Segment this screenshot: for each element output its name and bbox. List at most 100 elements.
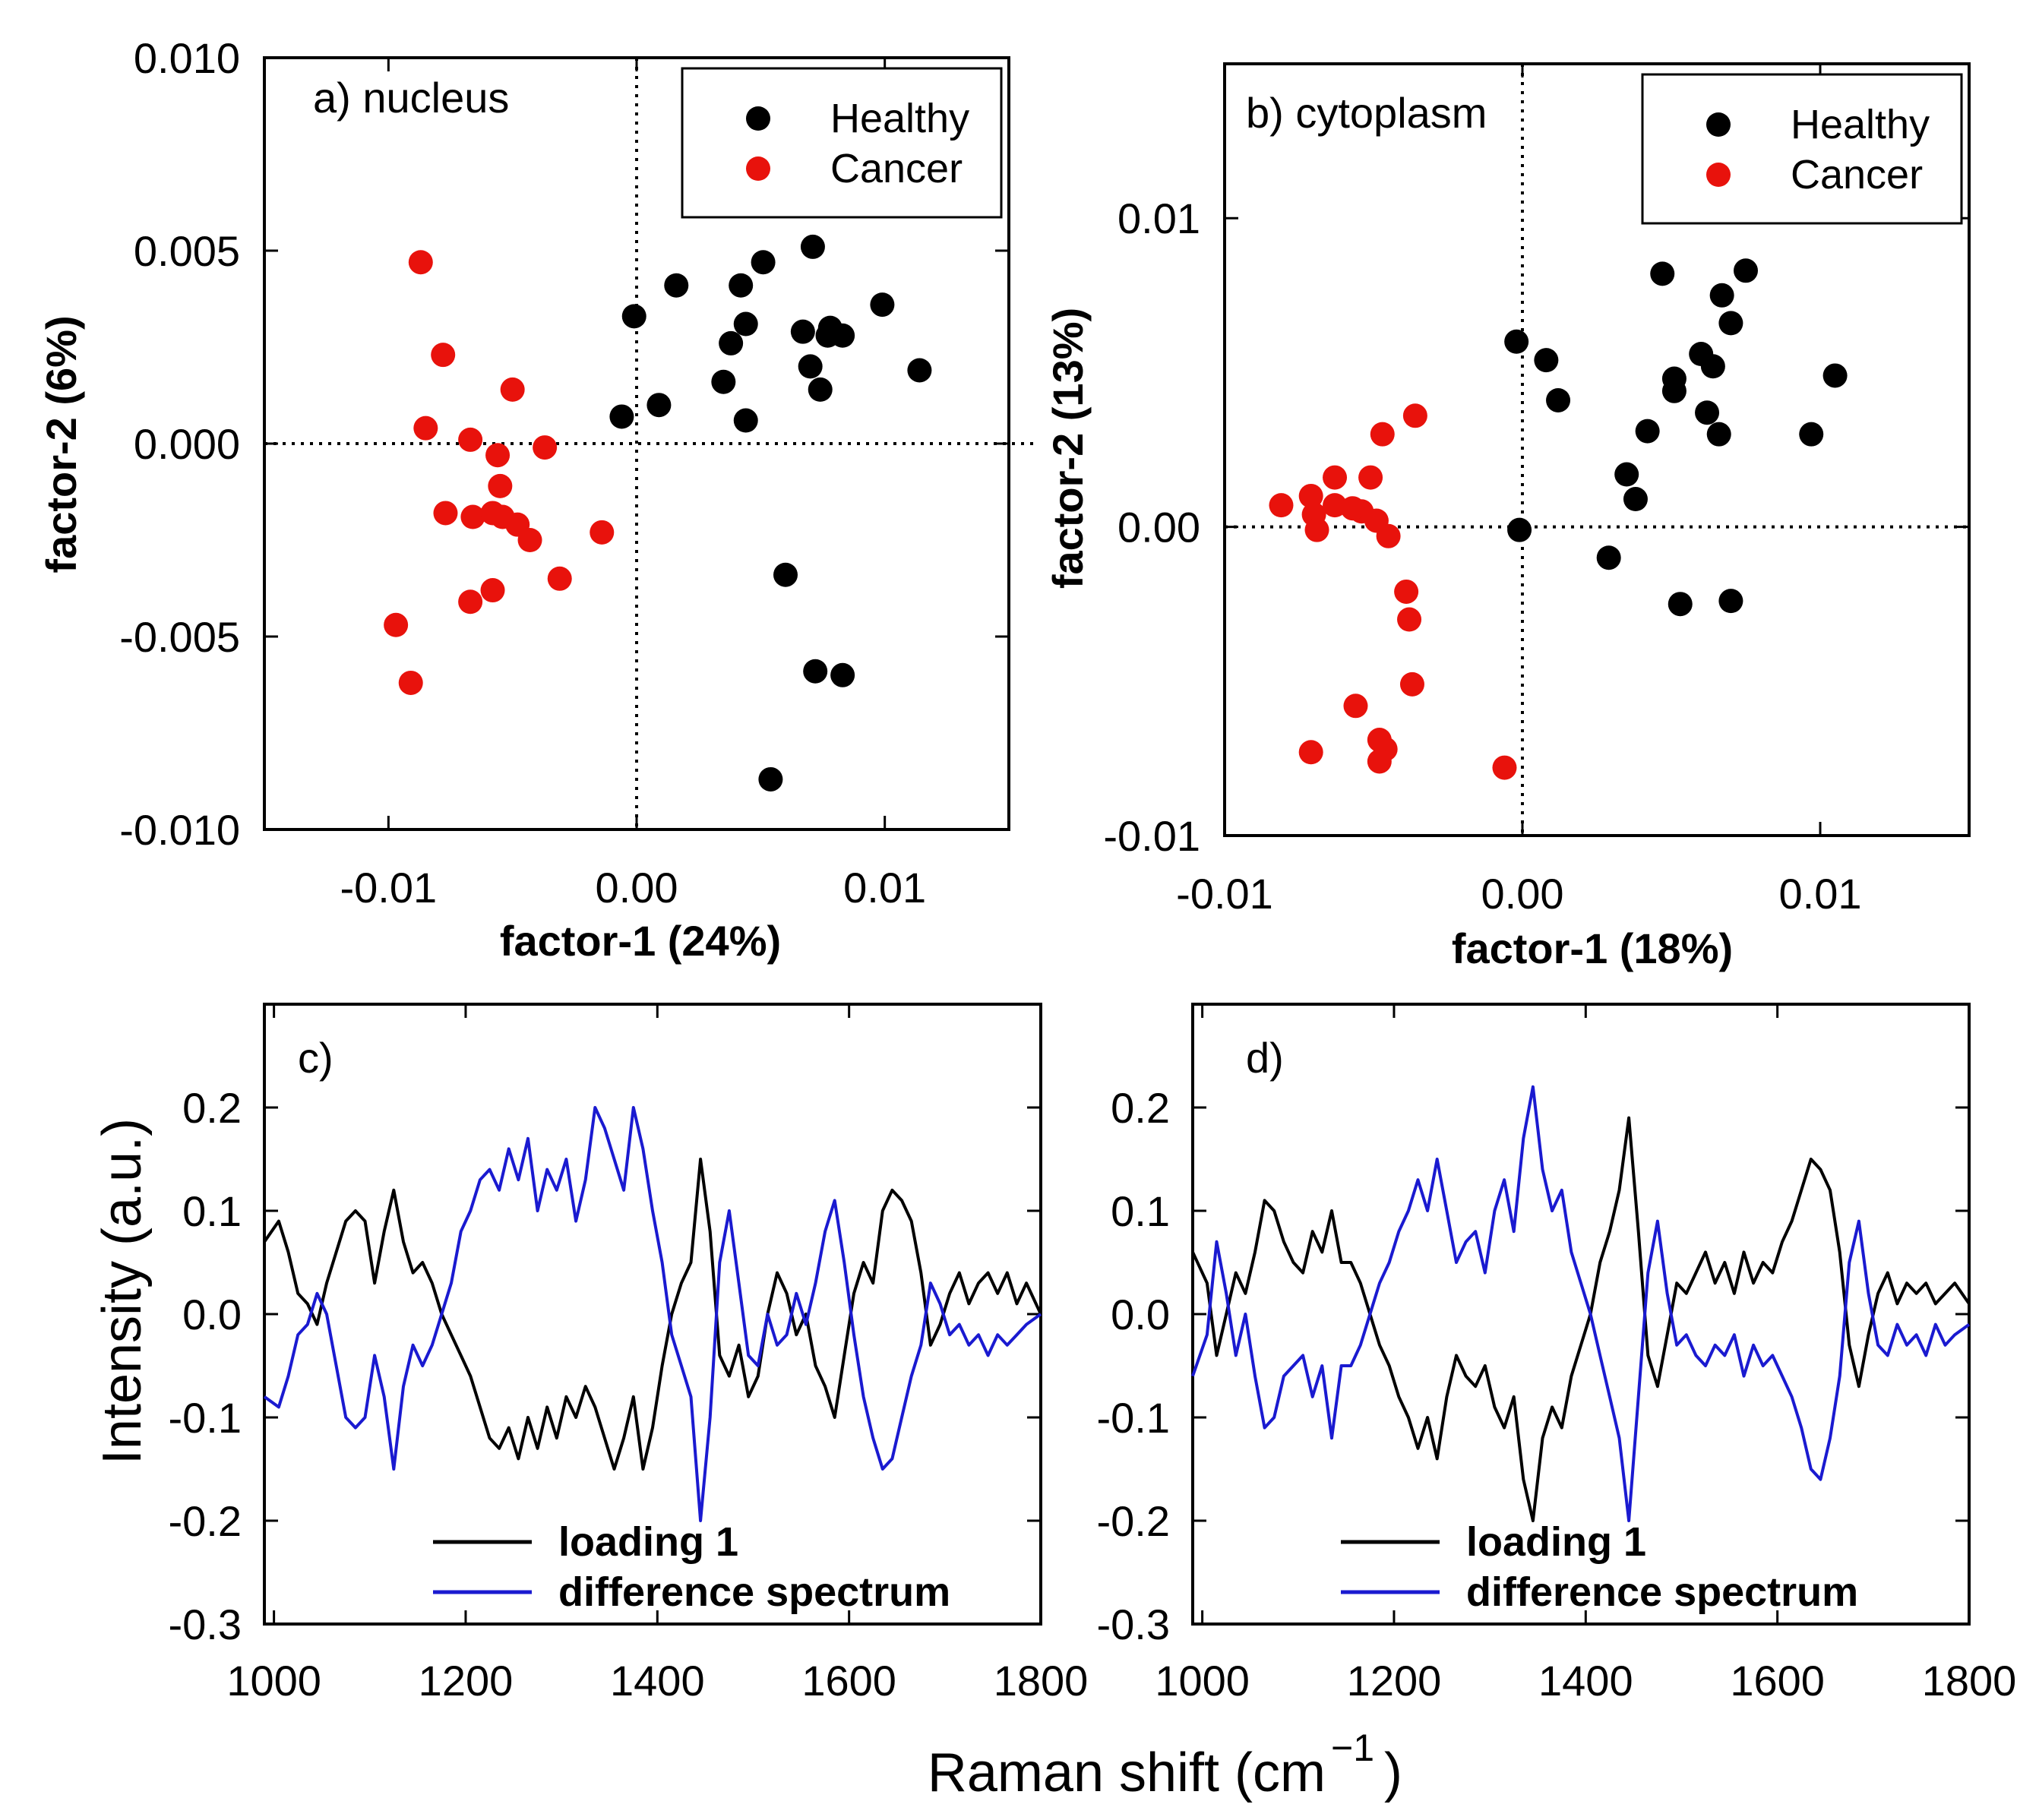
panel-b-xtick-label: 0.00 [1481,870,1564,918]
panel-a-point-cancer [384,612,409,637]
panel-b-point-healthy [1596,545,1621,570]
panel-b-point-cancer [1323,493,1348,518]
panel-b-point-healthy [1650,261,1675,286]
panel-a-point-cancer [485,443,511,468]
shared-xlabel-end: ) [1384,1743,1402,1803]
panel-a-point-cancer [398,670,423,695]
panel-a-legend-marker-cancer [746,156,770,181]
panel-b-point-healthy [1822,363,1848,388]
panel-b-point-healthy [1623,487,1648,512]
panel-d-spectrum-lines: d) 1000 1200 1400 1600 1800 0.2 0.1 0.0 -0.1 -0.2… [1097,1003,2017,1705]
panel-d-xtick-label: 1400 [1538,1657,1633,1705]
panel-b-xtick-label: 0.01 [1779,870,1862,918]
panel-d-ytick-label: -0.2 [1097,1497,1171,1545]
panel-a-point-healthy [646,393,672,418]
panel-a-point-healthy [733,311,758,337]
panel-a-point-healthy [803,659,828,684]
panel-b-point-healthy [1718,311,1743,336]
panel-a-point-healthy [800,234,825,259]
panel-a-point-cancer [547,566,572,591]
panel-a-point-healthy [733,408,758,433]
panel-d-line-loading-1 [1191,1116,1971,1522]
panel-c-legend-label: loading 1 [558,1519,738,1565]
panel-c-label: c) [298,1034,334,1082]
panel-a-point-healthy [621,304,646,329]
panel-a-point-healthy [808,377,833,402]
panel-a-point-healthy [729,273,754,298]
panel-c-ytick-label: -0.1 [169,1394,242,1442]
panel-b-point-cancer [1298,740,1323,765]
panel-b-point-cancer [1358,465,1383,490]
panel-d-label: d) [1246,1034,1284,1082]
panel-a-legend-label: Cancer [830,146,963,191]
panel-b-point-cancer [1402,403,1427,428]
panel-b-point-healthy [1668,592,1693,617]
panel-a-point-cancer [500,377,525,402]
panel-b-point-healthy [1661,378,1687,403]
panel-c-ytick-label: 0.0 [182,1291,242,1338]
panel-d-ytick-label: -0.1 [1097,1394,1171,1442]
panel-a-legend-box [681,67,1003,219]
panel-a-legend-label: Healthy [830,96,969,141]
panel-b-label: b) cytoplasm [1246,89,1487,137]
panel-b-point-cancer [1367,749,1392,774]
panel-a-point-healthy [751,250,776,275]
panel-b-xlabel: factor-1 (18%) [1452,924,1733,972]
panel-b-legend-box [1641,73,1963,225]
panel-b-point-cancer [1399,671,1424,697]
panel-b-legend-marker-cancer [1706,163,1731,187]
panel-a-point-healthy [719,330,744,355]
panel-b-xtick-label: -0.01 [1176,870,1273,918]
panel-b-legend-marker-healthy [1706,112,1731,137]
panel-a-point-healthy [798,354,823,379]
panel-d-line-difference-spectrum [1191,1085,1971,1522]
panel-b-point-healthy [1695,400,1720,425]
panel-b-ytick-label: 0.00 [1117,504,1200,551]
panel-d-ytick-label: 0.0 [1111,1291,1170,1338]
panel-b-point-cancer [1343,694,1368,719]
panel-b-cytoplasm-scatter: b) cytoplasm factor-1 (18%) factor-2 (13… [1044,62,1971,972]
panel-a-legend-marker-healthy [746,106,770,131]
panel-b-ylabel: factor-2 (13%) [1044,308,1092,589]
panel-a-nucleus-scatter: a) nucleus factor-1 (24%) factor-2 (6%) … [37,34,1039,965]
panel-a-point-healthy [830,662,855,687]
panel-a-point-healthy [609,404,634,429]
panel-a-point-cancer [458,427,483,452]
shared-xlabel-text: Raman shift (cm [928,1743,1326,1803]
panel-a-xtick-label: -0.01 [340,864,438,912]
panel-a-point-healthy [664,273,689,298]
panel-d-xtick-label: 1000 [1155,1657,1250,1705]
panel-b-point-cancer [1492,755,1517,780]
panel-a-point-cancer [488,473,513,498]
panel-a-ytick-label: 0.000 [134,420,240,468]
panel-c-spectrum-lines: c) 1000 1200 1400 1600 1800 0.2 0.1 0.0 -0.1 -0.2… [169,1003,1088,1705]
panel-b-point-cancer [1370,422,1395,447]
panel-b-frame [1223,62,1971,837]
panel-a-point-healthy [790,319,815,344]
panel-c-xtick-label: 1000 [226,1657,321,1705]
panel-c-ytick-label: -0.3 [169,1600,242,1648]
panel-b-ytick-label: -0.01 [1103,812,1200,860]
panel-c-ytick-label: 0.1 [182,1187,242,1235]
panel-b-point-healthy [1718,589,1743,614]
panel-a-point-cancer [480,578,505,603]
panel-c-ytick-label: 0.2 [182,1084,242,1132]
panel-b-point-healthy [1504,329,1529,354]
panel-a-point-healthy [758,766,783,792]
panel-c-xtick-label: 1600 [801,1657,896,1705]
panel-b-ytick-label: 0.01 [1117,194,1200,242]
panel-a-ytick-label: 0.010 [134,34,240,82]
panel-c-xtick-label: 1400 [610,1657,705,1705]
panel-b-point-healthy [1700,354,1725,379]
panel-a-point-cancer [590,520,615,545]
panel-b-point-healthy [1614,462,1639,487]
panel-d-xtick-label: 1600 [1730,1657,1825,1705]
panel-d-xtick-label: 1800 [1922,1657,2017,1705]
panel-d-ytick-label: 0.2 [1111,1084,1170,1132]
panel-a-point-cancer [433,501,458,526]
panel-a-point-healthy [907,358,932,383]
panel-a-point-cancer [413,416,438,441]
panel-c-line-loading-1 [263,1158,1042,1471]
panel-a-ylabel: factor-2 (6%) [37,315,85,573]
